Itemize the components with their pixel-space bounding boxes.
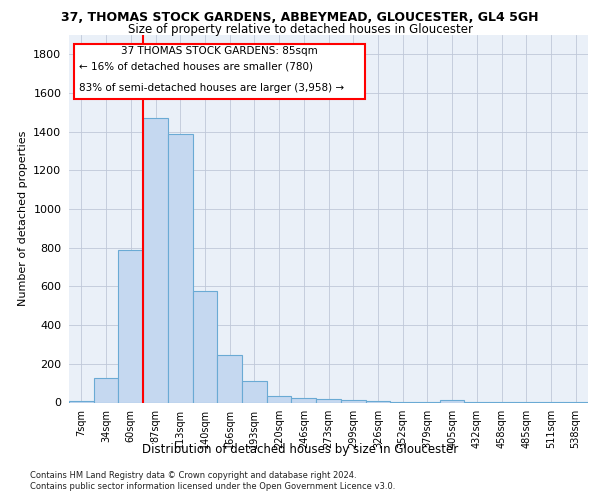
Bar	[292, 398, 316, 402]
Text: Contains public sector information licensed under the Open Government Licence v3: Contains public sector information licen…	[30, 482, 395, 491]
Bar	[193, 292, 217, 403]
Bar	[440, 400, 464, 402]
Bar	[168, 134, 193, 402]
Bar	[217, 355, 242, 403]
Text: 37 THOMAS STOCK GARDENS: 85sqm: 37 THOMAS STOCK GARDENS: 85sqm	[121, 46, 318, 56]
Bar	[94, 378, 118, 402]
Text: Contains HM Land Registry data © Crown copyright and database right 2024.: Contains HM Land Registry data © Crown c…	[30, 471, 356, 480]
Text: ← 16% of detached houses are smaller (780): ← 16% of detached houses are smaller (78…	[79, 61, 313, 71]
Bar	[143, 118, 168, 403]
Bar	[365, 400, 390, 402]
Bar	[242, 381, 267, 402]
Bar	[118, 250, 143, 402]
Text: 37, THOMAS STOCK GARDENS, ABBEYMEAD, GLOUCESTER, GL4 5GH: 37, THOMAS STOCK GARDENS, ABBEYMEAD, GLO…	[61, 11, 539, 24]
FancyBboxPatch shape	[74, 44, 365, 100]
Bar	[69, 400, 94, 402]
Text: Distribution of detached houses by size in Gloucester: Distribution of detached houses by size …	[142, 442, 458, 456]
Bar	[316, 398, 341, 402]
Text: 83% of semi-detached houses are larger (3,958) →: 83% of semi-detached houses are larger (…	[79, 84, 344, 94]
Y-axis label: Number of detached properties: Number of detached properties	[17, 131, 28, 306]
Bar	[267, 396, 292, 402]
Bar	[341, 400, 365, 402]
Text: Size of property relative to detached houses in Gloucester: Size of property relative to detached ho…	[128, 22, 473, 36]
